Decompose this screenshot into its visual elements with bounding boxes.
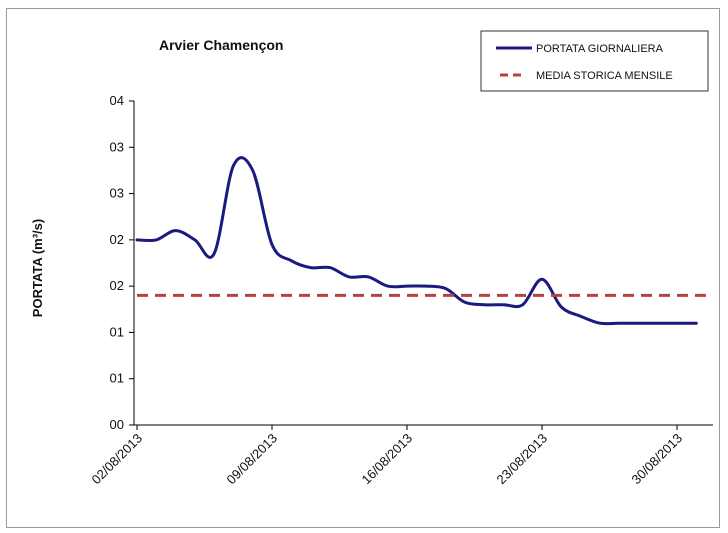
- legend-label-media: MEDIA STORICA MENSILE: [536, 70, 673, 82]
- legend: PORTATA GIORNALIERA MEDIA STORICA MENSIL…: [480, 30, 709, 92]
- chart-title: Arvier Chamençon: [159, 37, 283, 53]
- series-lines: [135, 156, 706, 326]
- y-tick-label: 02: [110, 232, 124, 247]
- y-ticks: 00 01 01 02 02 03 03 04: [110, 93, 134, 432]
- y-tick-label: 00: [110, 417, 124, 432]
- chart-frame: [6, 8, 720, 528]
- legend-box: [480, 30, 709, 92]
- x-tick-label: 30/08/2013: [628, 431, 685, 488]
- x-tick-label: 09/08/2013: [223, 431, 280, 488]
- y-axis-label: PORTATA (m³/s): [30, 219, 45, 317]
- y-tick-label: 02: [110, 278, 124, 293]
- y-tick-label: 01: [110, 324, 124, 339]
- y-tick-label: 04: [110, 93, 124, 108]
- y-tick-label: 03: [110, 186, 124, 201]
- x-tick-label: 23/08/2013: [493, 431, 550, 488]
- x-tick-label: 16/08/2013: [358, 431, 415, 488]
- x-tick-label: 02/08/2013: [88, 431, 145, 488]
- x-ticks: 02/08/2013 09/08/2013 16/08/2013 23/08/2013…: [88, 425, 685, 487]
- y-tick-label: 01: [110, 371, 124, 386]
- y-tick-label: 03: [110, 139, 124, 154]
- series-line-portata-giornaliera: [135, 156, 698, 326]
- legend-label-portata: PORTATA GIORNALIERA: [536, 43, 664, 55]
